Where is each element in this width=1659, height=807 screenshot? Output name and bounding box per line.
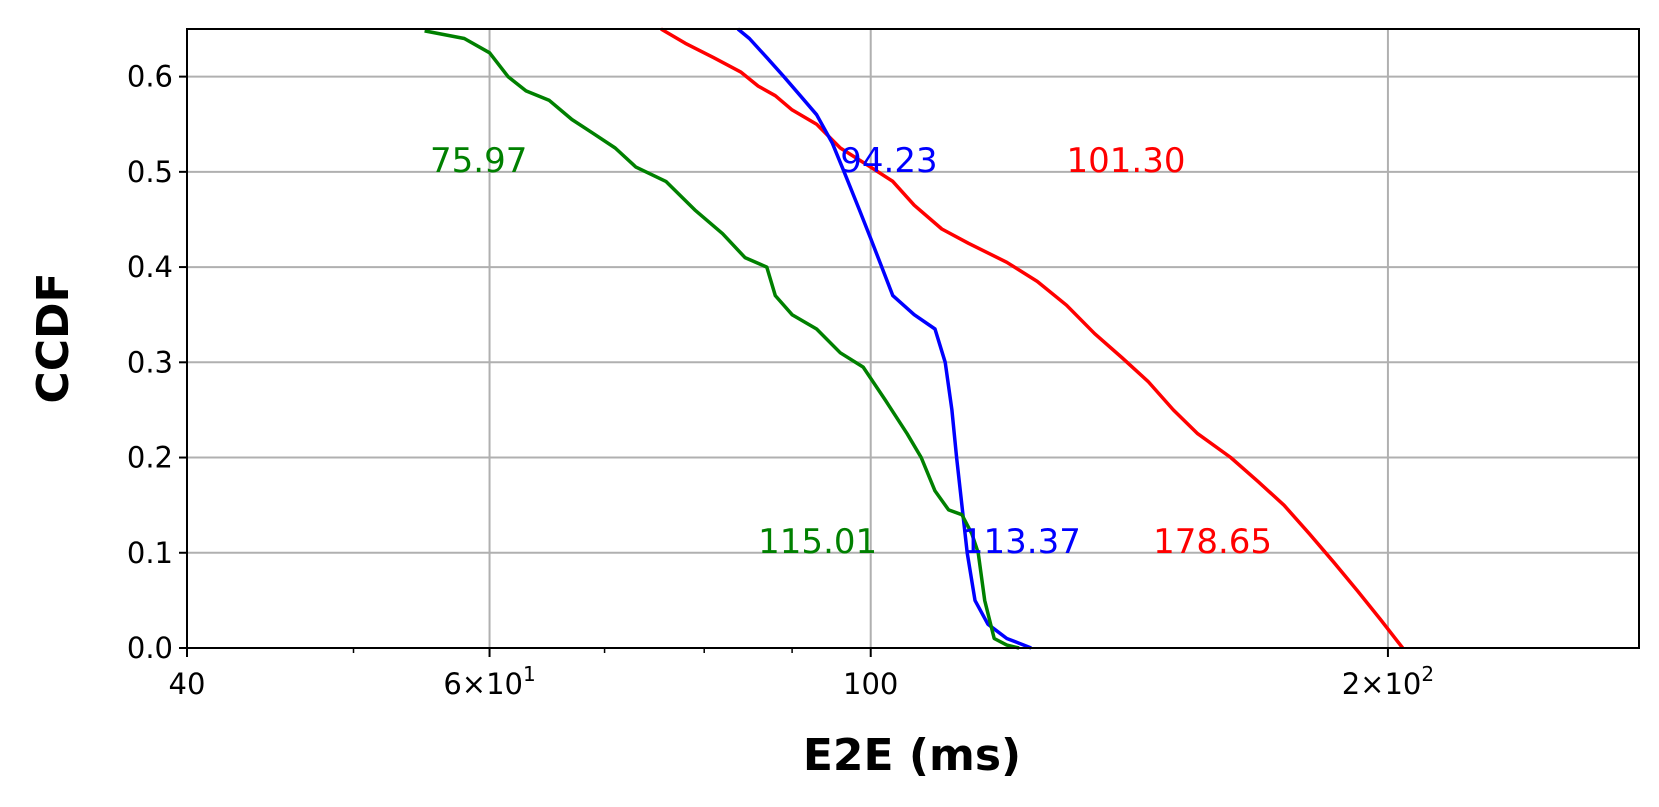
y-tick-label: 0.0 bbox=[127, 631, 173, 665]
ccdf-series-line bbox=[736, 27, 1032, 650]
ccdf-series-line bbox=[660, 27, 1405, 650]
x-tick-label: 2×102 bbox=[1342, 662, 1434, 701]
y-tick-label: 0.2 bbox=[127, 441, 173, 475]
y-tick-label: 0.4 bbox=[127, 250, 173, 284]
axis-ticks: 0.0 0.1 0.2 0.3 0.4 0.5 0.6 40 6×101 100 2×102 bbox=[127, 60, 1434, 701]
value-annotation: 178.65 bbox=[1153, 522, 1272, 562]
x-tick-label: 40 bbox=[169, 667, 206, 701]
value-annotation: 94.23 bbox=[840, 141, 937, 181]
y-tick-label: 0.1 bbox=[127, 536, 173, 570]
value-annotation: 115.01 bbox=[758, 522, 877, 562]
y-axis-title: CCDF bbox=[28, 272, 79, 403]
x-axis-title: E2E (ms) bbox=[803, 730, 1021, 781]
value-annotation: 113.37 bbox=[962, 522, 1081, 562]
plot-frame bbox=[186, 28, 1640, 649]
x-tick-label: 100 bbox=[843, 667, 898, 701]
series-lines bbox=[424, 27, 1405, 650]
annotations: 75.97 94.23 101.30 115.01 113.37 178.65 bbox=[430, 141, 1272, 562]
grid bbox=[187, 29, 1639, 648]
value-annotation: 75.97 bbox=[430, 141, 527, 181]
y-tick-label: 0.5 bbox=[127, 155, 173, 189]
y-tick-label: 0.3 bbox=[127, 345, 173, 379]
value-annotation: 101.30 bbox=[1066, 141, 1185, 181]
x-tick-label: 6×101 bbox=[443, 662, 535, 701]
y-tick-label: 0.6 bbox=[127, 60, 173, 94]
ccdf-series-line bbox=[424, 29, 1020, 650]
